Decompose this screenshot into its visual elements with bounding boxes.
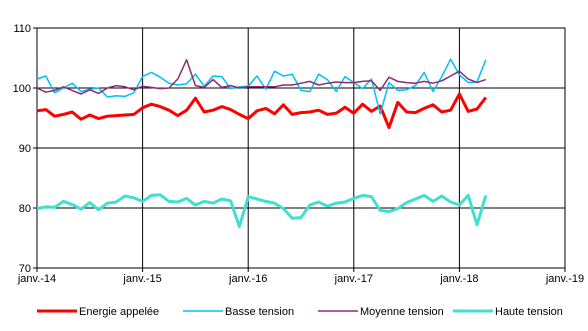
legend: Energie appelée Basse tension Moyenne tens… (37, 306, 563, 318)
legend-item: Basse tension (183, 306, 294, 318)
legend-label: Haute tension (495, 306, 563, 318)
x-tick-label: janv.-16 (228, 273, 267, 285)
y-tick-label: 80 (19, 203, 31, 215)
x-axis: janv.-14 janv.-15 janv.-16 janv.-17 janv.-18… (17, 268, 584, 285)
x-tick-label: janv.-15 (122, 273, 161, 285)
legend-item: Energie appelée (37, 306, 159, 318)
legend-item: Haute tension (453, 306, 563, 318)
y-tick-label: 110 (13, 23, 31, 35)
series-line (36, 193, 488, 229)
y-axis: 70 80 90 100 110 (13, 23, 37, 275)
y-tick-label: 90 (19, 143, 31, 155)
series-line (36, 59, 487, 95)
series-lines (36, 58, 488, 229)
y-tick-label: 70 (19, 263, 31, 275)
series-line (36, 58, 487, 115)
legend-item: Moyenne tension (318, 306, 444, 318)
legend-label: Energie appelée (79, 306, 159, 318)
legend-label: Moyenne tension (360, 306, 444, 318)
x-tick-label: janv.-14 (17, 273, 56, 285)
series-line (36, 92, 487, 130)
x-tick-label: janv.-17 (334, 273, 373, 285)
y-tick-label: 100 (13, 83, 31, 95)
legend-label: Basse tension (225, 306, 294, 318)
gridlines (37, 28, 565, 268)
x-tick-label: janv.-18 (439, 273, 478, 285)
x-tick-label: janv.-19 (545, 273, 584, 285)
